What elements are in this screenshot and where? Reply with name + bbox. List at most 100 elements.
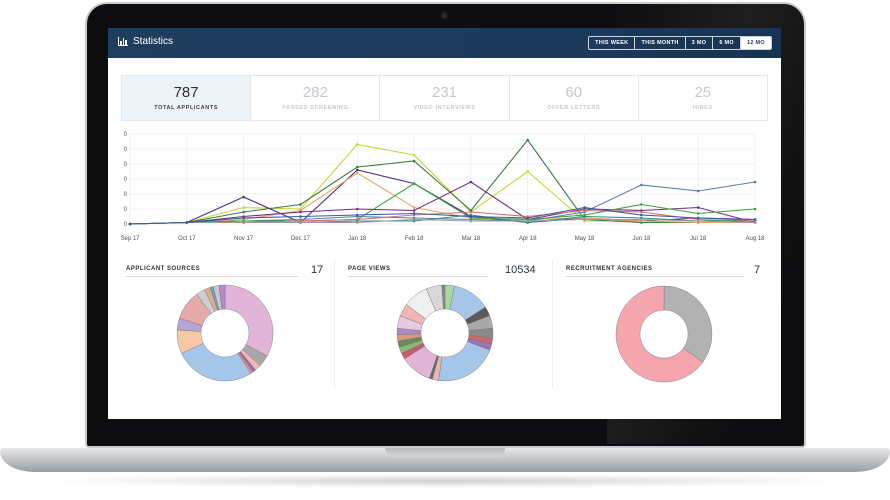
data-point bbox=[355, 168, 359, 172]
x-tick-label: Aug 18 bbox=[745, 236, 765, 242]
data-point bbox=[242, 210, 245, 214]
data-point bbox=[299, 215, 302, 218]
kpi-hired[interactable]: 25 HIRED bbox=[639, 76, 767, 120]
data-point bbox=[299, 210, 302, 214]
kpi-value: 25 bbox=[694, 84, 712, 101]
series-line bbox=[129, 218, 756, 225]
data-point bbox=[640, 203, 643, 206]
applicant-sources-panel: APPLICANT SOURCES 17 bbox=[126, 260, 330, 419]
panel-count: 10534 bbox=[505, 264, 536, 276]
data-point bbox=[696, 189, 700, 193]
page-title: Statistics bbox=[118, 36, 173, 47]
data-point bbox=[640, 210, 643, 214]
kpi-offer-letters[interactable]: 60 OFFER LETTERS bbox=[510, 76, 639, 120]
data-point bbox=[583, 206, 586, 209]
y-tick-label: 0 bbox=[124, 192, 128, 198]
data-point bbox=[412, 209, 416, 212]
donut-slice bbox=[663, 285, 713, 363]
kpi-total-applicants[interactable]: 787 TOTAL APPLICANTS bbox=[122, 76, 252, 120]
panel-title: PAGE VIEWS bbox=[348, 266, 488, 277]
donut-slice bbox=[441, 284, 446, 310]
data-point bbox=[583, 215, 586, 218]
page-views-panel: PAGE VIEWS 10534 bbox=[348, 260, 548, 419]
data-point bbox=[242, 206, 245, 209]
x-tick-label: Feb 18 bbox=[405, 236, 424, 242]
data-point bbox=[753, 207, 757, 211]
range-3-months[interactable]: 3 MO bbox=[686, 37, 714, 49]
series-line bbox=[129, 181, 756, 225]
data-point bbox=[753, 221, 757, 224]
y-tick-label: 0 bbox=[124, 162, 128, 168]
kpi-value: 231 bbox=[431, 84, 458, 101]
data-point bbox=[355, 165, 359, 169]
data-point bbox=[412, 206, 416, 209]
y-tick-label: 0 bbox=[124, 147, 128, 153]
data-point bbox=[526, 216, 530, 220]
donut-slice bbox=[181, 342, 251, 382]
y-tick-label: 0 bbox=[124, 132, 128, 138]
recruitment-agencies-panel: RECRUITMENT AGENCIES 7 bbox=[566, 260, 766, 419]
series-line bbox=[129, 206, 756, 225]
data-point bbox=[753, 218, 757, 221]
page-title-text: Statistics bbox=[133, 36, 174, 47]
app-screen: Statistics THIS WEEK THIS MONTH 3 MO 6 M… bbox=[108, 28, 781, 419]
page-views-donut bbox=[396, 284, 494, 382]
range-6-months[interactable]: 6 MO bbox=[713, 37, 741, 49]
kpi-label: OFFER LETTERS bbox=[547, 105, 601, 111]
laptop-shadow bbox=[40, 474, 850, 488]
data-point bbox=[469, 210, 473, 214]
applicant-sources-donut bbox=[176, 284, 274, 382]
data-point bbox=[583, 218, 586, 221]
data-point bbox=[355, 171, 359, 175]
data-point bbox=[355, 143, 359, 146]
data-point bbox=[696, 216, 700, 220]
kpi-value: 60 bbox=[565, 84, 583, 101]
data-point bbox=[696, 219, 700, 223]
kpi-label: PASSED SCREENING bbox=[282, 105, 349, 111]
series-line bbox=[129, 169, 756, 225]
panel-title: RECRUITMENT AGENCIES bbox=[566, 266, 744, 277]
range-this-month[interactable]: THIS MONTH bbox=[635, 37, 686, 49]
series-line bbox=[129, 139, 756, 225]
kpi-value: 282 bbox=[302, 84, 328, 101]
x-tick-label: Oct 17 bbox=[178, 236, 196, 242]
x-tick-label: Mar 18 bbox=[462, 236, 481, 242]
data-point bbox=[412, 218, 416, 221]
data-point bbox=[412, 159, 416, 163]
kpi-passed-screening[interactable]: 282 PASSED SCREENING bbox=[251, 76, 381, 120]
donut-slice bbox=[224, 284, 274, 357]
data-point bbox=[128, 222, 132, 226]
x-tick-label: Jun 18 bbox=[632, 236, 651, 242]
x-tick-label: Nov 17 bbox=[234, 236, 254, 242]
series-line bbox=[129, 182, 756, 225]
data-point bbox=[299, 221, 302, 224]
kpi-video-interviews[interactable]: 231 VIDEO INTERVIEWS bbox=[380, 76, 510, 120]
data-point bbox=[526, 170, 530, 173]
app-header: Statistics THIS WEEK THIS MONTH 3 MO 6 M… bbox=[108, 28, 781, 58]
donut-slice bbox=[438, 341, 491, 382]
kpi-tabs: 787 TOTAL APPLICANTS 282 PASSED SCREENIN… bbox=[121, 75, 768, 121]
panel-title: APPLICANT SOURCES bbox=[126, 266, 298, 277]
data-point bbox=[526, 138, 530, 142]
y-tick-label: 0 bbox=[124, 222, 128, 228]
data-point bbox=[469, 219, 473, 223]
data-point bbox=[526, 219, 530, 223]
x-tick-label: Sep 17 bbox=[120, 236, 140, 242]
series-line bbox=[129, 172, 755, 225]
data-point bbox=[696, 206, 700, 209]
webcam-icon bbox=[440, 11, 449, 20]
kpi-value: 787 bbox=[173, 84, 199, 101]
kpi-label: VIDEO INTERVIEWS bbox=[413, 105, 476, 111]
data-point bbox=[753, 180, 757, 184]
x-tick-label: Dec 17 bbox=[291, 236, 311, 242]
panel-divider bbox=[552, 260, 553, 388]
data-point bbox=[640, 183, 643, 187]
data-point bbox=[185, 221, 189, 224]
panel-count: 7 bbox=[754, 264, 761, 276]
panel-count: 17 bbox=[311, 264, 324, 276]
data-point bbox=[242, 221, 245, 224]
range-this-week[interactable]: THIS WEEK bbox=[589, 37, 636, 49]
range-12-months[interactable]: 12 MO bbox=[740, 37, 771, 49]
data-point bbox=[412, 182, 416, 185]
data-point bbox=[412, 153, 416, 157]
